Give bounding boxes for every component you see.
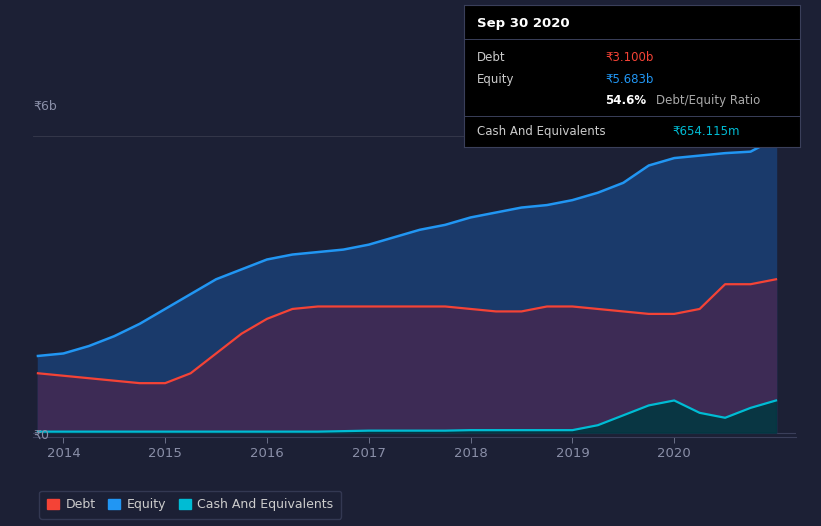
Text: Debt: Debt: [477, 52, 506, 64]
Text: Equity: Equity: [477, 73, 515, 86]
Text: ₹5.683b: ₹5.683b: [605, 73, 654, 86]
Text: Sep 30 2020: Sep 30 2020: [477, 17, 570, 30]
Text: ₹3.100b: ₹3.100b: [605, 52, 654, 64]
Text: ₹654.115m: ₹654.115m: [672, 125, 740, 138]
Text: Debt/Equity Ratio: Debt/Equity Ratio: [656, 94, 760, 107]
Text: Cash And Equivalents: Cash And Equivalents: [477, 125, 606, 138]
Text: ₹0: ₹0: [33, 429, 48, 442]
Text: 54.6%: 54.6%: [605, 94, 646, 107]
Text: ₹6b: ₹6b: [33, 100, 57, 113]
Legend: Debt, Equity, Cash And Equivalents: Debt, Equity, Cash And Equivalents: [39, 491, 341, 519]
